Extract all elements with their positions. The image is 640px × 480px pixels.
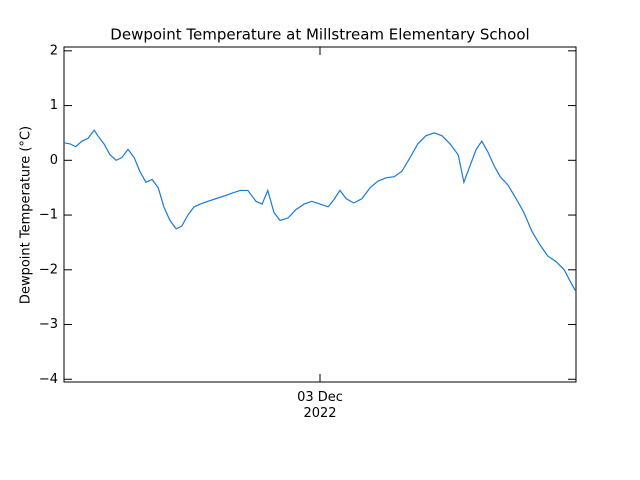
plot-frame <box>63 46 577 383</box>
y-tick-label: −2 <box>39 262 58 277</box>
chart-title: Dewpoint Temperature at Millstream Eleme… <box>110 26 529 44</box>
y-tick-label: −4 <box>39 372 58 387</box>
x-tick-label: 03 Dec 2022 <box>297 390 343 421</box>
y-tick-label: −1 <box>39 208 58 223</box>
y-tick-label: 1 <box>50 98 58 113</box>
y-tick-label: −3 <box>39 317 58 332</box>
y-tick-label: 2 <box>50 43 58 58</box>
y-axis-label: Dewpoint Temperature (°C) <box>19 126 34 304</box>
y-tick-label: 0 <box>50 153 58 168</box>
data-line <box>63 129 577 292</box>
